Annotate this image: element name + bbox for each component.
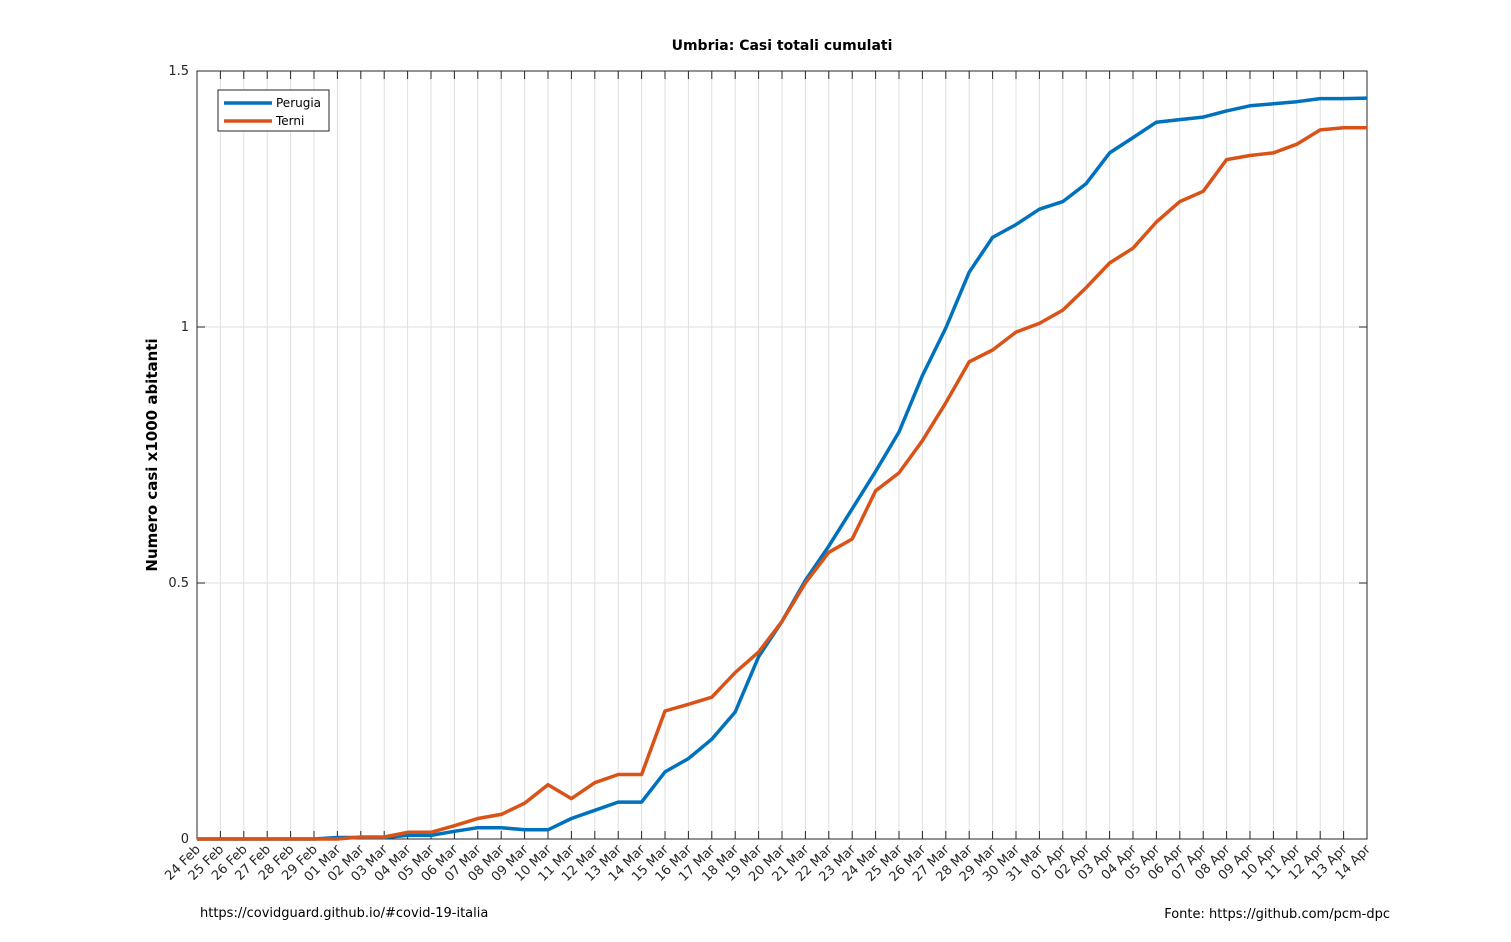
y-tick-label: 1.5 (168, 64, 189, 79)
chart-title: Umbria: Casi totali cumulati (672, 38, 893, 54)
y-tick-label: 1 (181, 320, 189, 335)
y-axis-label: Numero casi x1000 abitanti (143, 338, 161, 571)
legend: Perugia Terni (217, 89, 330, 132)
source-credit-right: Fonte: https://github.com/pcm-dpc (1164, 907, 1390, 922)
grid (197, 71, 1367, 839)
y-tick-label: 0 (181, 832, 189, 847)
legend-label-terni: Terni (275, 114, 304, 128)
source-url-left: https://covidguard.github.io/#covid-19-i… (200, 906, 489, 921)
series-line-terni (197, 126, 1367, 841)
series-lines (197, 96, 1368, 841)
legend-label-perugia: Perugia (276, 96, 321, 110)
y-tick-label: 0.5 (168, 576, 189, 591)
legend-box (217, 89, 330, 132)
